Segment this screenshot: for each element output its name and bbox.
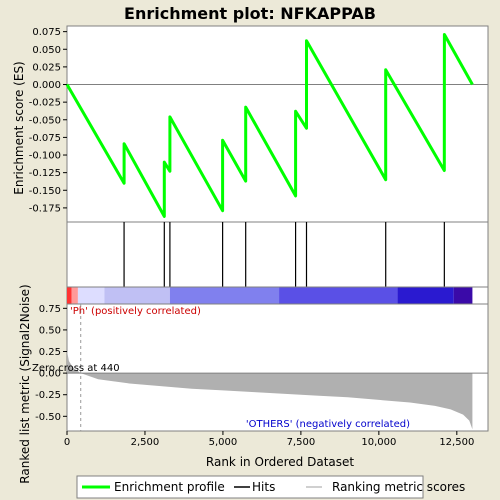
x-tick-label: 10,000 (361, 437, 396, 448)
chart-title: Enrichment plot: NFKAPPAB (124, 4, 376, 23)
hits-panel (66, 221, 489, 288)
metric-y-tick-label: 0.75 (39, 304, 61, 315)
es-y-tick-label: 0.000 (32, 80, 61, 91)
negative-correlation-label: 'OTHERS' (negatively correlated) (246, 419, 410, 430)
metric-y-tick-label: -0.25 (35, 390, 61, 401)
es-y-tick-label: 0.050 (32, 45, 61, 56)
es-plot-area (66, 25, 489, 223)
es-y-tick-label: -0.100 (29, 151, 61, 162)
heat-bar-segment (71, 287, 78, 304)
hits-plot-area (66, 221, 489, 288)
x-axis: 0 2,500 5,000 7,500 10,000 12,500 (64, 431, 474, 448)
x-tick-label: 0 (64, 437, 70, 448)
legend-label: Ranking metric scores (332, 480, 465, 494)
ranking-metric-area (67, 350, 473, 430)
x-tick-label: 5,000 (209, 437, 238, 448)
zero-cross-label: Zero cross at 440 (32, 363, 120, 374)
metric-y-tick-label: -0.50 (35, 412, 61, 423)
es-y-tick-label: 0.075 (32, 27, 61, 38)
legend-label: Hits (252, 480, 275, 494)
es-y-tick-label: -0.125 (29, 168, 61, 179)
metric-axis-title: Ranked list metric (Signal2Noise) (18, 284, 32, 483)
heat-bar-segment (397, 287, 454, 304)
es-y-tick-label: 0.025 (32, 62, 61, 73)
heat-bar-segment (453, 287, 473, 304)
positive-correlation-label: 'Ph' (positively correlated) (70, 306, 201, 317)
x-tick-label: 7,500 (287, 437, 316, 448)
x-axis-title: Rank in Ordered Dataset (206, 455, 354, 469)
metric-plot-area (66, 303, 489, 432)
legend: Enrichment profile Hits Ranking metric sco… (76, 475, 465, 499)
enrichment-score-panel: 0.075 0.050 0.025 0.000 -0.025 -0.050 -0.075 -0… (29, 25, 489, 223)
x-tick-label: 2,500 (131, 437, 160, 448)
metric-y-tick-label: 0.50 (39, 325, 61, 336)
metric-y-tick-label: 0.00 (39, 369, 61, 380)
heat-bar-segment (67, 287, 72, 304)
heat-bar-segment (77, 287, 105, 304)
ranked-metric-panel: 0.75 0.50 0.25 0.00 -0.25 -0.50 'Ph' (positive… (32, 303, 489, 432)
metric-y-tick-label: 0.25 (39, 347, 61, 358)
es-axis-title: Enrichment score (ES) (12, 61, 26, 194)
es-y-tick-label: -0.150 (29, 186, 61, 197)
es-y-tick-label: -0.050 (29, 115, 61, 126)
ranking-heat-bar (66, 286, 489, 305)
heat-bar-segment (169, 287, 280, 304)
es-y-tick-label: -0.175 (29, 203, 61, 214)
x-tick-label: 12,500 (439, 437, 474, 448)
heat-bar-segment (279, 287, 398, 304)
es-y-tick-label: -0.025 (29, 98, 61, 109)
heat-bar-segment (104, 287, 170, 304)
legend-label: Enrichment profile (114, 480, 225, 494)
enrichment-profile-line (65, 33, 474, 218)
es-y-tick-label: -0.075 (29, 133, 61, 144)
